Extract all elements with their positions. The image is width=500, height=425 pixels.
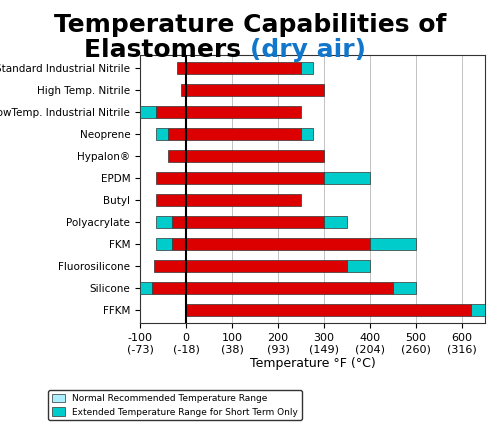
Bar [172,216,324,228]
Bar [140,106,156,118]
Bar [168,150,324,162]
Bar [324,216,347,228]
Bar [152,282,393,294]
Bar [301,128,312,140]
Bar [182,84,324,96]
Bar [177,62,301,74]
Bar [347,260,370,272]
Bar [471,304,485,316]
Text: (dry air): (dry air) [250,38,366,62]
Bar [156,194,301,206]
Bar [156,106,301,118]
Bar [156,128,168,140]
Bar [186,304,471,316]
Bar [156,172,324,184]
Bar [156,216,172,228]
Bar [370,238,416,250]
Text: Elastomers: Elastomers [84,38,250,62]
Bar [172,238,370,250]
Legend: Normal Recommended Temperature Range, Extended Temperature Range for Short Term : Normal Recommended Temperature Range, Ex… [48,390,302,420]
Bar [324,172,370,184]
Bar [393,282,416,294]
Bar [140,282,151,294]
X-axis label: Temperature °F (°C): Temperature °F (°C) [250,357,376,370]
Text: Temperature Capabilities of: Temperature Capabilities of [54,13,446,37]
Bar [156,238,172,250]
Bar [154,260,347,272]
Bar [168,128,301,140]
Bar [301,62,312,74]
